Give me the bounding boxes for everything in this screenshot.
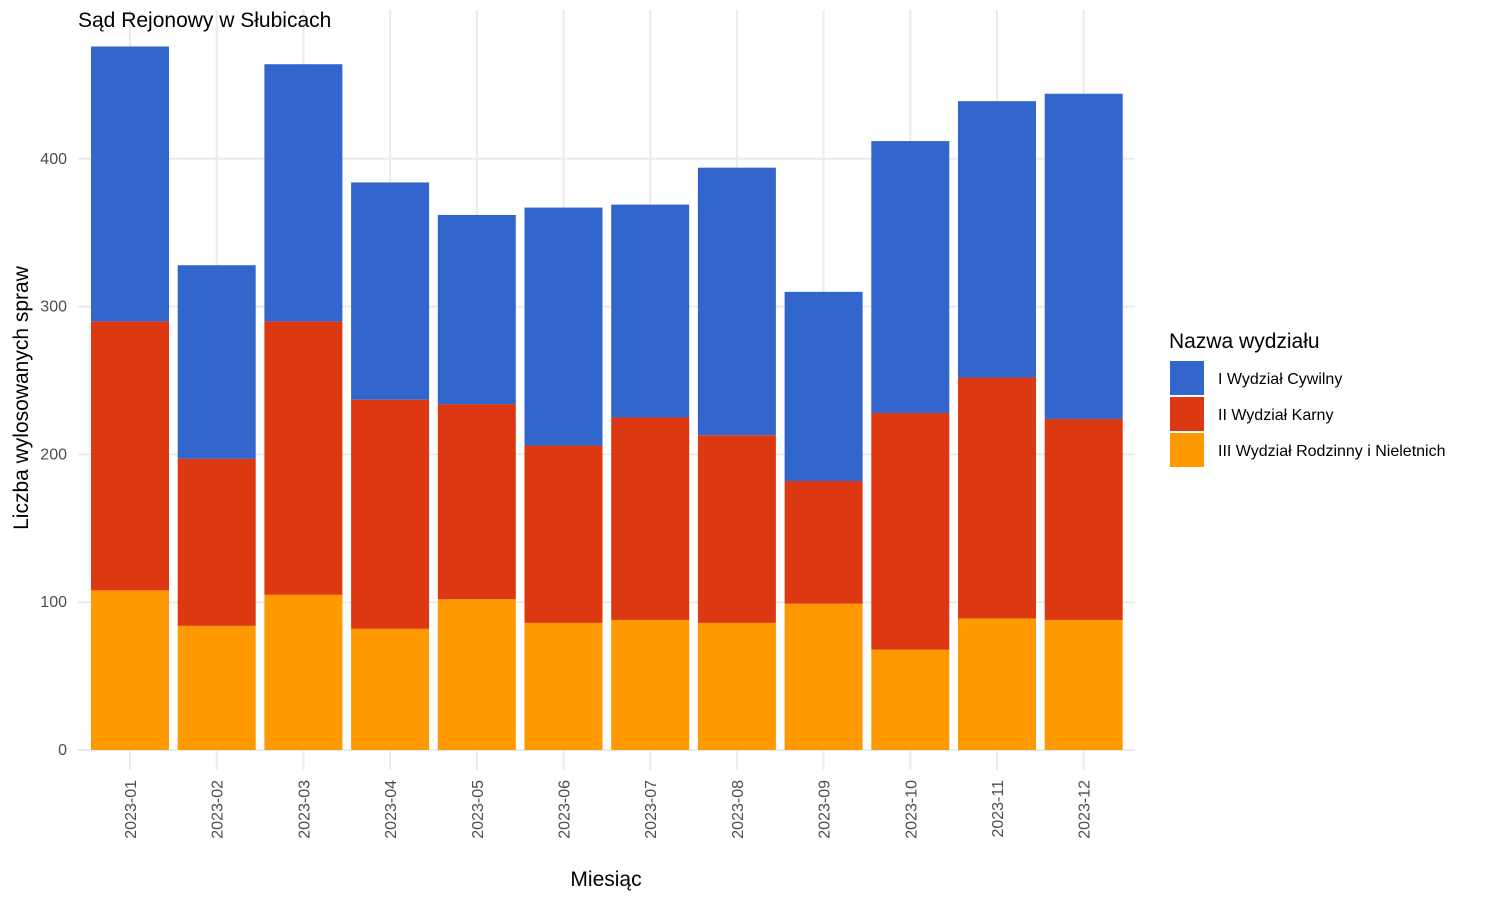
bar-segment — [264, 64, 343, 322]
bar-segment — [611, 417, 690, 620]
legend-label: II Wydział Karny — [1218, 407, 1333, 424]
bar-segment — [871, 649, 950, 750]
legend-title: Nazwa wydziału — [1169, 330, 1320, 353]
bar-segment — [351, 399, 430, 629]
y-tick-label: 300 — [40, 299, 67, 316]
x-tick-label: 2023-10 — [903, 780, 920, 839]
bar-segment — [91, 321, 169, 591]
bar-segment — [264, 594, 343, 750]
legend: Nazwa wydziału I Wydział Cywilny II Wydzi… — [1169, 330, 1446, 467]
legend-swatch — [1170, 397, 1204, 431]
bar-segment — [351, 628, 430, 750]
x-tick-label: 2023-09 — [817, 780, 834, 839]
bar-segment — [958, 101, 1036, 378]
bar-segment — [784, 481, 863, 604]
bar-segment — [177, 625, 256, 750]
x-axis-ticks: 2023-01 2023-02 2023-03 2023-04 2023-05 2023-… — [123, 780, 1094, 839]
bar-segment — [784, 291, 863, 482]
bar-segment — [871, 141, 950, 414]
bar-segment — [611, 619, 690, 750]
y-axis-ticks: 0 100 200 300 400 — [40, 151, 67, 759]
chart-title: Sąd Rejonowy w Słubicach — [78, 9, 331, 32]
bar-segment — [958, 618, 1036, 750]
legend-label: III Wydział Rodzinny i Nieletnich — [1218, 443, 1446, 460]
bar-segment — [524, 207, 603, 446]
bar-segment — [697, 167, 776, 436]
x-tick-label: 2023-08 — [730, 780, 747, 839]
y-tick-label: 200 — [40, 446, 67, 463]
legend-label: I Wydział Cywilny — [1218, 371, 1342, 388]
bar-segment — [437, 214, 516, 405]
bar-segment — [1044, 418, 1123, 620]
bar-segment — [697, 435, 776, 623]
y-tick-label: 0 — [58, 742, 67, 759]
bar-segment — [524, 622, 603, 750]
bars — [91, 46, 1123, 750]
x-tick-label: 2023-03 — [296, 780, 313, 839]
bar-segment — [264, 321, 343, 595]
bar-segment — [871, 413, 950, 650]
x-tick-label: 2023-02 — [210, 780, 227, 839]
x-tick-label: 2023-06 — [557, 780, 574, 839]
bar-segment — [91, 46, 169, 322]
y-axis-title: Liczba wylosowanych spraw — [10, 265, 33, 530]
x-tick-label: 2023-11 — [990, 780, 1007, 838]
bar-segment — [437, 599, 516, 750]
bar-segment — [177, 458, 256, 626]
bar-segment — [697, 622, 776, 750]
legend-swatch — [1170, 361, 1204, 395]
x-tick-label: 2023-12 — [1077, 780, 1094, 839]
bar-segment — [1044, 93, 1123, 419]
bar-segment — [1044, 619, 1123, 750]
x-tick-label: 2023-04 — [383, 780, 400, 839]
x-axis-title: Miesiąc — [570, 868, 641, 891]
legend-swatch — [1170, 433, 1204, 467]
bar-segment — [524, 445, 603, 623]
x-tick-label: 2023-01 — [123, 780, 140, 839]
bar-segment — [177, 265, 256, 459]
bar-segment — [437, 404, 516, 600]
bar-segment — [91, 590, 169, 750]
bar-segment — [351, 182, 430, 400]
bar-segment — [611, 204, 690, 418]
x-tick-label: 2023-05 — [470, 780, 487, 839]
y-tick-label: 400 — [40, 151, 67, 168]
y-tick-label: 100 — [40, 594, 67, 611]
bar-segment — [958, 377, 1036, 619]
x-tick-label: 2023-07 — [643, 780, 660, 839]
bar-segment — [784, 603, 863, 750]
